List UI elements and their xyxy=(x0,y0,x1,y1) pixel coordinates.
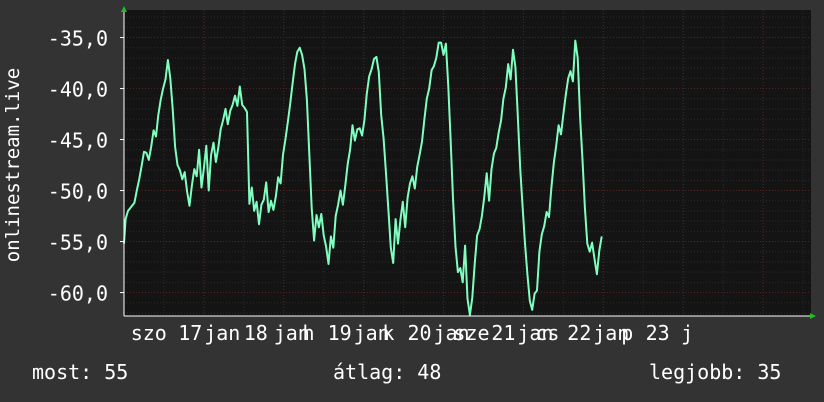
x-tick-label: szo xyxy=(131,321,167,345)
series-line xyxy=(123,39,603,316)
y-tick-label: -50,0 xyxy=(48,180,108,204)
x-tick-label: 17 xyxy=(178,321,202,345)
x-tick-label: jan xyxy=(593,321,629,345)
x-tick-label: cs xyxy=(535,321,559,345)
x-tick-label: 19 xyxy=(328,321,352,345)
x-tick-label: 23 xyxy=(646,321,670,345)
y-tick-label: -45,0 xyxy=(48,129,108,153)
x-tick-label: sze xyxy=(453,321,489,345)
x-tick-label: jan xyxy=(517,321,553,345)
average-value-stat: átlag: 48 xyxy=(333,360,442,384)
y-axis-arrow-icon xyxy=(121,6,127,12)
best-value-stat: legjobb: 35 xyxy=(649,360,782,384)
y-tick-label: -55,0 xyxy=(48,231,108,255)
x-axis-arrow-icon xyxy=(810,313,816,319)
x-tick-label: 20 xyxy=(408,321,432,345)
y-tick-label: -60,0 xyxy=(48,282,108,306)
x-tick-label: jan xyxy=(433,321,469,345)
x-tick-label: jan xyxy=(354,321,390,345)
x-tick-label: 22 xyxy=(567,321,591,345)
y-tick-label: -40,0 xyxy=(48,78,108,102)
x-tick-label: j xyxy=(681,321,693,345)
major-grid xyxy=(124,10,811,316)
x-tick-label: jan xyxy=(274,321,310,345)
x-tick-label: 21 xyxy=(491,321,515,345)
x-tick-label: jan xyxy=(204,321,240,345)
series-layer xyxy=(123,39,603,316)
current-value-stat: most: 55 xyxy=(32,360,129,384)
y-tick-label: -35,0 xyxy=(48,27,108,51)
y-axis-label: onlinestream.live xyxy=(2,68,24,262)
plot-area xyxy=(124,10,811,316)
x-tick-label: p xyxy=(621,321,633,345)
y-tick-labels: -60,0 -55,0 -50,0 -45,0 -40,0 -35,0 xyxy=(48,27,124,306)
axes xyxy=(121,6,816,319)
x-tick-label: h xyxy=(303,321,315,345)
x-tick-label: 18 xyxy=(244,321,268,345)
x-tick-label: k xyxy=(382,321,394,345)
stats-footer: most: 55 átlag: 48 legjobb: 35 xyxy=(0,360,824,392)
